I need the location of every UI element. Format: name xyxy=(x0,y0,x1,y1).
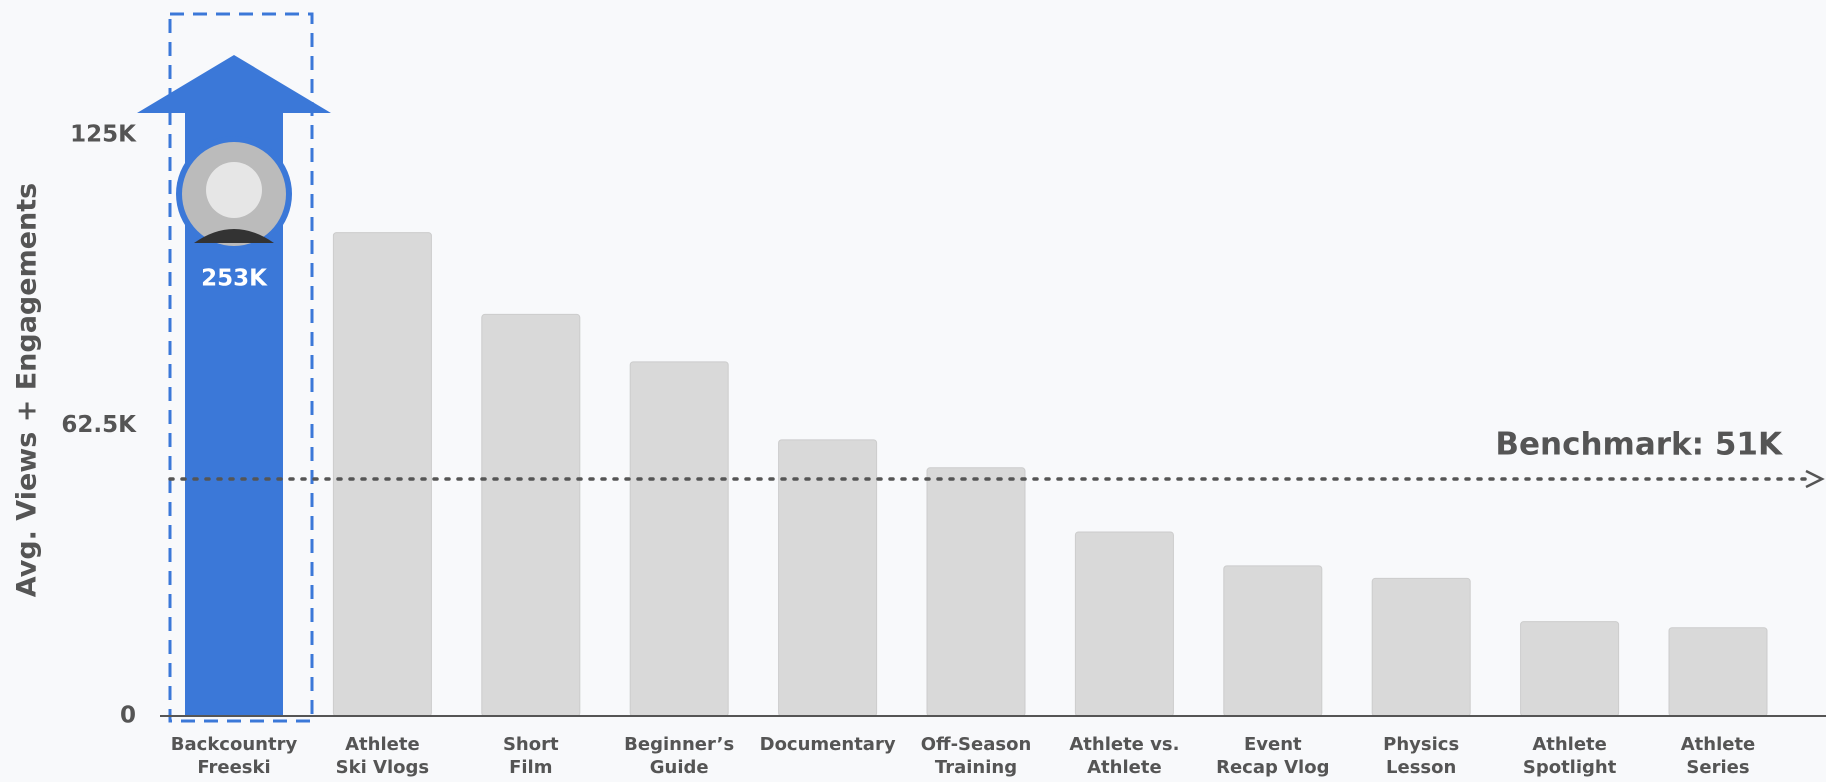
bar xyxy=(1074,531,1174,717)
bar xyxy=(1520,621,1620,717)
benchmark-label: Benchmark: 51K xyxy=(1495,426,1783,462)
bar xyxy=(778,439,878,717)
bar xyxy=(926,467,1026,717)
highlight-box xyxy=(168,12,314,723)
bar xyxy=(1371,577,1471,717)
avatar-face xyxy=(206,162,262,218)
x-tick-label: Off-Season Training xyxy=(920,734,1032,778)
x-tick-label: Event Recap Vlog xyxy=(1216,734,1330,778)
bar xyxy=(481,313,581,717)
y-axis-title: Avg. Views + Engagements xyxy=(12,183,43,597)
y-tick-label: 125K xyxy=(70,122,137,148)
avatar-shirt xyxy=(194,229,274,243)
x-tick-label: Athlete Ski Vlogs xyxy=(335,734,430,778)
x-tick-label: Physics Lesson xyxy=(1383,734,1460,778)
x-tick-label: Athlete Series xyxy=(1680,734,1756,778)
x-tick-label: Athlete Spotlight xyxy=(1522,734,1617,778)
x-tick-label: Backcountry Freeski xyxy=(170,734,298,778)
x-tick-label: Beginner’s Guide xyxy=(624,734,735,778)
bar xyxy=(1668,627,1768,717)
x-tick-label: Short Film xyxy=(502,734,559,778)
value-label: 253K xyxy=(201,266,268,292)
x-tick-label: Documentary xyxy=(759,734,896,755)
bar xyxy=(629,361,729,717)
y-tick-label: 62.5K xyxy=(61,412,137,438)
bar xyxy=(332,232,432,717)
y-tick-label: 0 xyxy=(120,703,136,729)
benchmark-arrow xyxy=(1805,469,1825,489)
bar xyxy=(1223,565,1323,717)
x-tick-label: Athlete vs. Athlete xyxy=(1069,734,1180,778)
